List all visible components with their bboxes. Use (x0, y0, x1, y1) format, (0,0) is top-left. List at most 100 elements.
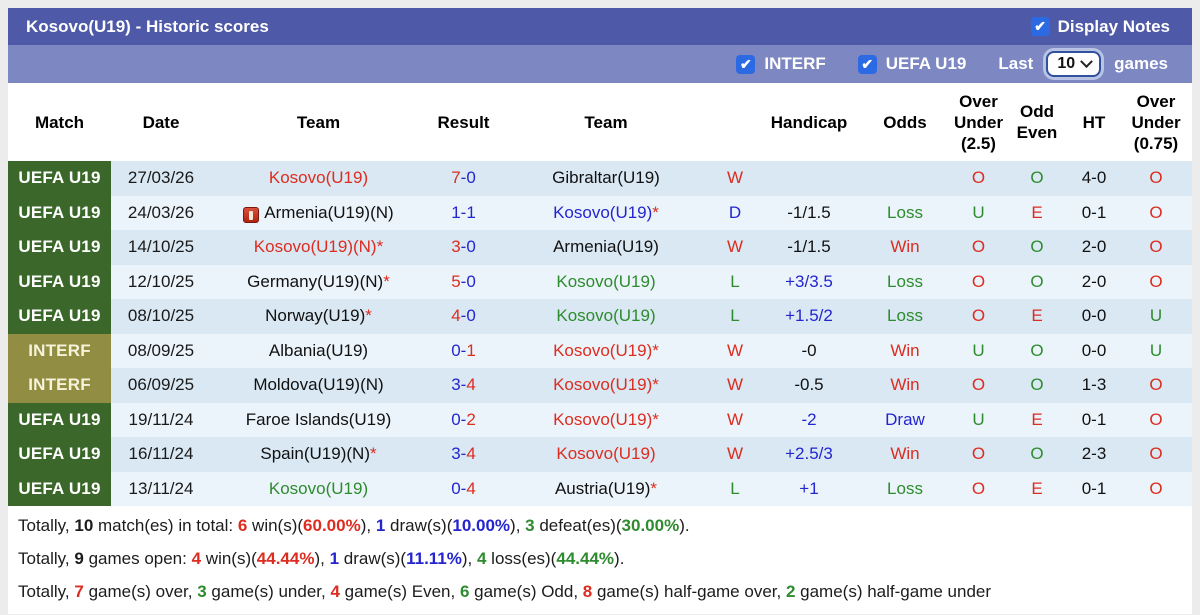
odds-cell: Loss (859, 471, 951, 506)
team-name: Kosovo(U19) (553, 409, 653, 429)
odd-even-cell: E (1006, 195, 1068, 230)
competition-badge: UEFA U19 (8, 471, 111, 506)
team-name: Kosovo(U19) (556, 444, 656, 464)
date-cell: 24/03/26 (111, 195, 211, 230)
interf-label: INTERF (764, 54, 826, 73)
score-dash: - (460, 202, 467, 222)
summary-segment: defeat(es)( (534, 516, 622, 535)
team-cell: Faroe Islands(U19) (211, 402, 426, 437)
result-cell: 1-1 (426, 195, 501, 230)
summary-line: Totally, 9 games open: 4 win(s)(44.44%),… (18, 542, 1192, 575)
handicap-cell: -1/1.5 (759, 230, 859, 265)
summary-segment: 7 (74, 582, 84, 601)
column-header: Team (211, 83, 426, 161)
score-dash: - (460, 168, 467, 188)
display-notes-checkbox[interactable]: ✔ (1030, 17, 1050, 36)
odds-cell: Loss (859, 195, 951, 230)
team-name: Armenia(U19)(N) (264, 202, 394, 222)
summary-segment: ). (614, 549, 625, 568)
score-away: 4 (466, 375, 476, 395)
team-name: Austria(U19) (554, 478, 651, 498)
ht-cell: 4-0 (1068, 161, 1120, 196)
score-away: 2 (466, 409, 476, 429)
summary-segment: game(s) under, (206, 582, 331, 601)
over-under-25-cell: O (951, 230, 1006, 265)
note-star-icon: * (652, 375, 659, 395)
summary-segment: win(s)( (247, 516, 304, 535)
team-cell: Albania(U19) (211, 333, 426, 368)
last-games-select[interactable]: 10 (1046, 51, 1102, 77)
over-under-25-cell: U (951, 333, 1006, 368)
result-cell: 3-0 (426, 230, 501, 265)
uefa-u19-checkbox[interactable]: ✔ (857, 54, 877, 74)
summary-segment: game(s) half-game under (795, 582, 992, 601)
team-cell: Armenia(U19) (501, 230, 711, 265)
over-under-075-cell: O (1120, 230, 1192, 265)
summary-segment: draw(s)( (339, 549, 407, 568)
score-away: 0 (466, 306, 476, 326)
handicap-cell: +1 (759, 471, 859, 506)
over-under-25-cell: O (951, 299, 1006, 334)
handicap-cell: -0 (759, 333, 859, 368)
ht-cell: 1-3 (1068, 368, 1120, 403)
historic-scores-table: Match Date Team Result Team Handicap Odds Over U… (8, 83, 1192, 506)
team-name: Armenia(U19) (553, 237, 659, 257)
score-away: 0 (466, 168, 476, 188)
summary-segment: 2 (785, 582, 796, 601)
column-header: Result (426, 83, 501, 161)
column-header: Handicap (759, 83, 859, 161)
column-header: Match (8, 83, 111, 161)
summary-segment: 60.00% (303, 516, 361, 535)
odd-even-cell: O (1006, 264, 1068, 299)
odds-cell: Win (859, 437, 951, 472)
note-star-icon: * (365, 306, 372, 326)
score-dash: - (460, 375, 467, 395)
team-cell: Gibraltar(U19) (501, 161, 711, 196)
date-cell: 08/10/25 (111, 299, 211, 334)
column-header: Over Under (0.75) (1120, 83, 1192, 161)
over-under-25-cell: O (951, 161, 1006, 196)
team-cell: Kosovo(U19)(N)* (211, 230, 426, 265)
score-away: 1 (466, 202, 476, 222)
title-bar: Kosovo(U19) - Historic scores ✔ Display … (8, 8, 1192, 45)
result-cell: 0-4 (426, 471, 501, 506)
competition-badge: UEFA U19 (8, 402, 111, 437)
team-cell: Moldova(U19)(N) (211, 368, 426, 403)
odds-cell: Win (859, 368, 951, 403)
summary-segment: 11.11% (406, 549, 462, 568)
display-notes-label: Display Notes (1057, 16, 1170, 36)
team-cell: Kosovo(U19)* (501, 333, 711, 368)
team-cell: Kosovo(U19)* (501, 402, 711, 437)
odd-even-cell: E (1006, 471, 1068, 506)
result-cell: 4-0 (426, 299, 501, 334)
score-away: 0 (466, 271, 476, 291)
alert-icon-bar (249, 210, 254, 220)
team-cell: Germany(U19)(N)* (211, 264, 426, 299)
ht-cell: 0-0 (1068, 299, 1120, 334)
over-under-25-cell: U (951, 195, 1006, 230)
red-alert-icon (243, 207, 260, 223)
summary-segment: game(s) Even, (339, 582, 460, 601)
summary-segment: 44.44% (556, 549, 615, 568)
team-cell: Kosovo(U19) (211, 471, 426, 506)
summary-segment: ), (360, 516, 376, 535)
note-star-icon: * (652, 409, 659, 429)
interf-checkbox[interactable]: ✔ (736, 54, 756, 74)
table-row: UEFA U19 12/10/25 Germany(U19)(N)* 5-0 Kosov… (8, 264, 1192, 299)
handicap-cell: -0.5 (759, 368, 859, 403)
team-name: Kosovo(U19) (268, 168, 369, 188)
summary-segment: 9 (74, 549, 84, 568)
wdl-cell: W (711, 402, 759, 437)
summary-segment: win(s)( (201, 549, 257, 568)
over-under-25-cell: U (951, 402, 1006, 437)
column-header: Odds (859, 83, 951, 161)
summary-segment: games open: (83, 549, 192, 568)
column-header: Date (111, 83, 211, 161)
table-header-row: Match Date Team Result Team Handicap Odds Over U… (8, 83, 1192, 161)
score-home: 5 (451, 271, 461, 291)
odds-cell: Loss (859, 264, 951, 299)
score-dash: - (460, 340, 467, 360)
summary-segment: match(es) in total: (93, 516, 238, 535)
team-name: Faroe Islands(U19) (245, 409, 392, 429)
table-row: UEFA U19 24/03/26 Armenia(U19)(N) 1-1 Kosovo… (8, 195, 1192, 230)
